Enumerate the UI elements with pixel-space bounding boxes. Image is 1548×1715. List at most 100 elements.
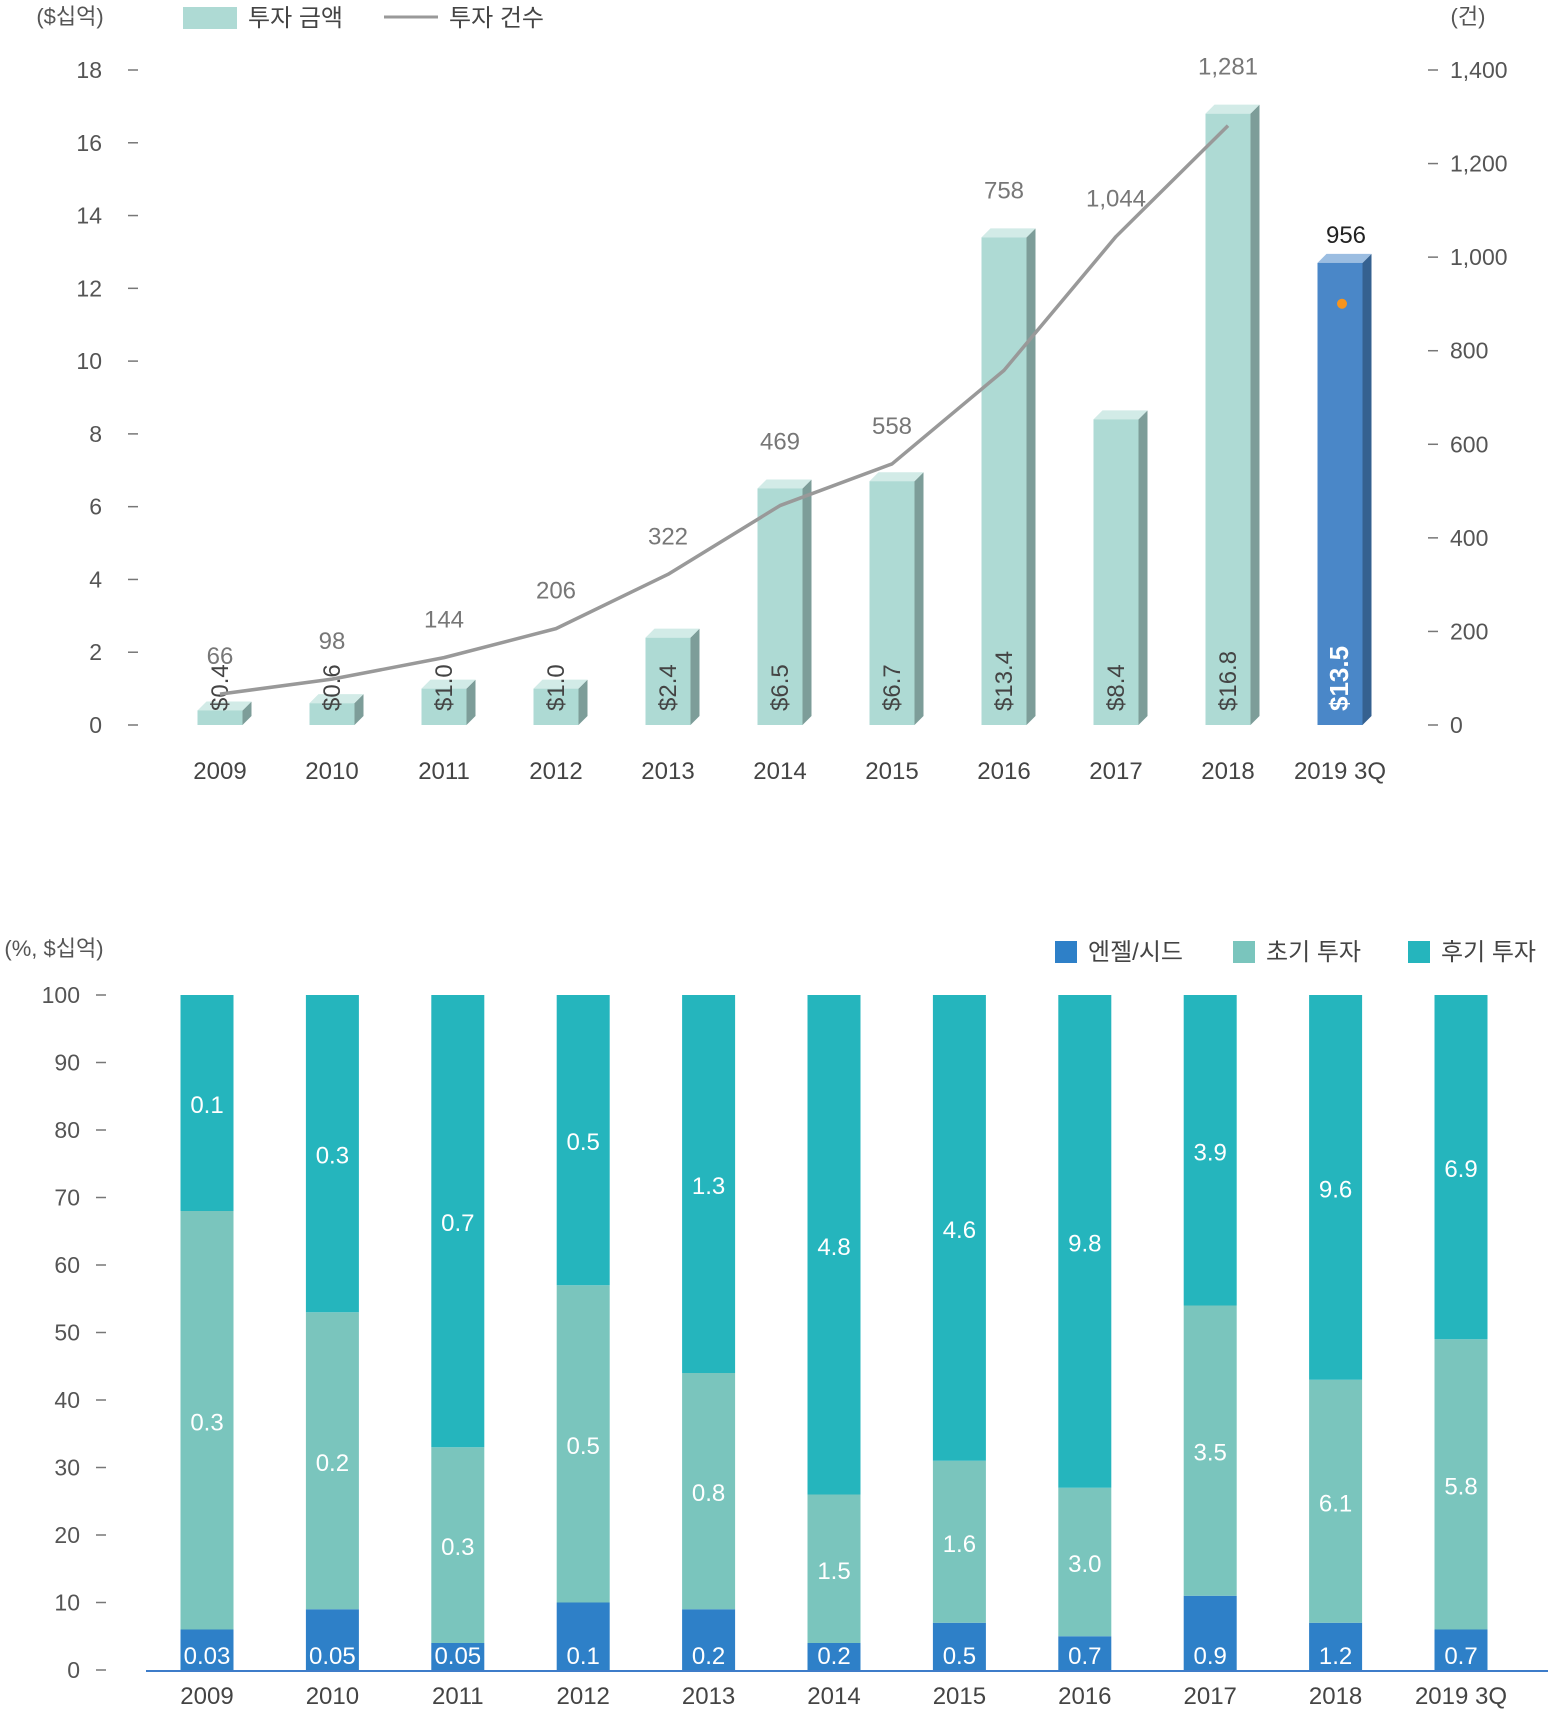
legend-label-0: 엔젤/시드 bbox=[1088, 939, 1183, 966]
stacked-bar-2018: 1.2 6.1 9.6 bbox=[1309, 995, 1363, 1670]
y-left-tick-label: 12 bbox=[76, 275, 102, 301]
bar-top bbox=[197, 701, 252, 711]
segment-label: 9.8 bbox=[1068, 1230, 1101, 1257]
segment-1 bbox=[556, 1285, 610, 1603]
bar-amount-2018: $16.8 bbox=[1205, 104, 1260, 725]
segment-0 bbox=[1434, 1629, 1488, 1670]
y-right-tick-label: 800 bbox=[1450, 338, 1488, 364]
x-tick-label-bottom: 2012 bbox=[557, 1683, 610, 1710]
line-count-point bbox=[1337, 298, 1347, 309]
x-tick-label-top: 2011 bbox=[418, 758, 470, 785]
segment-0 bbox=[305, 1609, 359, 1670]
segment-label: 0.5 bbox=[567, 1433, 600, 1460]
segment-2 bbox=[1183, 995, 1237, 1306]
segment-label: 0.7 bbox=[1444, 1643, 1477, 1670]
line-count-label: 66 bbox=[207, 643, 234, 670]
bar-top bbox=[1205, 104, 1260, 114]
legend-swatch-0 bbox=[1055, 941, 1077, 963]
bar-amount-2017: $8.4 bbox=[1093, 410, 1148, 725]
bar-front bbox=[981, 237, 1027, 725]
y-left-tick-label: 18 bbox=[76, 57, 102, 83]
line-count-label: 98 bbox=[319, 628, 346, 655]
segment-label: 0.2 bbox=[817, 1643, 850, 1670]
y-right-tick-label: 200 bbox=[1450, 618, 1488, 644]
segment-label: 0.05 bbox=[309, 1643, 356, 1670]
bar-amount-2009: $0.4 bbox=[197, 664, 252, 725]
segment-label: 0.1 bbox=[567, 1643, 600, 1670]
segment-label: 0.9 bbox=[1194, 1643, 1227, 1670]
segment-label: 3.0 bbox=[1068, 1551, 1101, 1578]
legend-label-1: 초기 투자 bbox=[1266, 939, 1361, 966]
bar-top bbox=[869, 472, 924, 482]
segment-label: 1.6 bbox=[943, 1531, 976, 1558]
bar-front bbox=[1093, 419, 1139, 725]
x-tick-label-bottom: 2016 bbox=[1058, 1683, 1111, 1710]
y-right-unit: (건) bbox=[1451, 4, 1486, 29]
bar-side bbox=[914, 472, 924, 725]
x-tick-label-bottom: 2011 bbox=[432, 1683, 484, 1710]
legend-top: 투자 금액 투자 건수 bbox=[183, 5, 544, 32]
segment-label: 0.03 bbox=[184, 1643, 231, 1670]
y-left-tick-label: 10 bbox=[76, 348, 102, 374]
segment-0 bbox=[431, 1643, 485, 1670]
segment-label: 0.3 bbox=[441, 1534, 474, 1561]
bar-amount-2012: $1.0 bbox=[533, 664, 588, 725]
segment-1 bbox=[1309, 1379, 1363, 1623]
stacked-bar-2019-3Q: 0.7 5.8 6.9 bbox=[1434, 995, 1488, 1670]
stacked-bar-2009: 0.03 0.3 0.1 bbox=[180, 995, 234, 1670]
x-tick-label-top: 2015 bbox=[865, 758, 918, 785]
segment-label: 0.5 bbox=[943, 1643, 976, 1670]
stacked-bar-2013: 0.2 0.8 1.3 bbox=[682, 995, 736, 1670]
x-tick-label-top: 2013 bbox=[641, 758, 694, 785]
bar-top bbox=[757, 479, 812, 489]
segment-2 bbox=[1434, 995, 1488, 1340]
y-tick-label-bottom: 0 bbox=[67, 1657, 80, 1683]
bar-top bbox=[645, 628, 700, 638]
segment-label: 6.9 bbox=[1444, 1156, 1477, 1183]
bar-top bbox=[309, 694, 364, 704]
y-left-tick-label: 2 bbox=[89, 639, 102, 665]
bar-amount-2019-3Q: $13.5 bbox=[1317, 253, 1372, 725]
bar-side bbox=[1026, 228, 1036, 725]
segment-label: 0.2 bbox=[692, 1643, 725, 1670]
bar-top bbox=[533, 679, 588, 689]
legend-swatch-amount bbox=[183, 7, 237, 29]
stacked-bar-2017: 0.9 3.5 3.9 bbox=[1183, 995, 1237, 1670]
x-tick-label-top: 2010 bbox=[305, 758, 358, 785]
y-tick-label-bottom: 50 bbox=[54, 1320, 80, 1346]
y-left-tick-label: 16 bbox=[76, 130, 102, 156]
segment-0 bbox=[682, 1609, 736, 1670]
y-right-tick-label: 400 bbox=[1450, 525, 1488, 551]
bar-front bbox=[1205, 113, 1251, 725]
y-right-tick-label: 1,400 bbox=[1450, 57, 1508, 83]
legend-swatch-2 bbox=[1408, 941, 1430, 963]
bar-amount-2010: $0.6 bbox=[309, 664, 364, 725]
line-count-label: 956 bbox=[1326, 222, 1366, 249]
segment-label: 5.8 bbox=[1444, 1473, 1477, 1500]
y-left-tick-label: 14 bbox=[76, 203, 102, 229]
bar-front bbox=[533, 688, 579, 725]
x-tick-label-top: 2017 bbox=[1089, 758, 1142, 785]
x-tick-label-bottom: 2015 bbox=[933, 1683, 986, 1710]
y-tick-label-bottom: 90 bbox=[54, 1050, 80, 1076]
bar-amount-2014: $6.5 bbox=[757, 479, 812, 725]
bar-amount-2013: $2.4 bbox=[645, 628, 700, 725]
segment-label: 1.3 bbox=[692, 1173, 725, 1200]
x-tick-label-bottom: 2017 bbox=[1184, 1683, 1237, 1710]
y-tick-label-bottom: 80 bbox=[54, 1117, 80, 1143]
x-tick-label-bottom: 2018 bbox=[1309, 1683, 1362, 1710]
bar-top bbox=[981, 228, 1036, 238]
y-tick-label-bottom: 20 bbox=[54, 1522, 80, 1548]
segment-label: 4.8 bbox=[817, 1234, 850, 1261]
bar-side bbox=[354, 694, 364, 725]
y-left-tick-label: 0 bbox=[89, 712, 102, 738]
y-tick-label-bottom: 10 bbox=[54, 1590, 80, 1616]
segment-label: 0.05 bbox=[434, 1643, 481, 1670]
stacked-bar-2016: 0.7 3.0 9.8 bbox=[1058, 995, 1112, 1670]
segment-label: 0.7 bbox=[1068, 1643, 1101, 1670]
line-count-label: 758 bbox=[984, 177, 1024, 204]
line-count-label: 1,281 bbox=[1198, 54, 1258, 81]
segment-label: 0.1 bbox=[190, 1092, 223, 1119]
